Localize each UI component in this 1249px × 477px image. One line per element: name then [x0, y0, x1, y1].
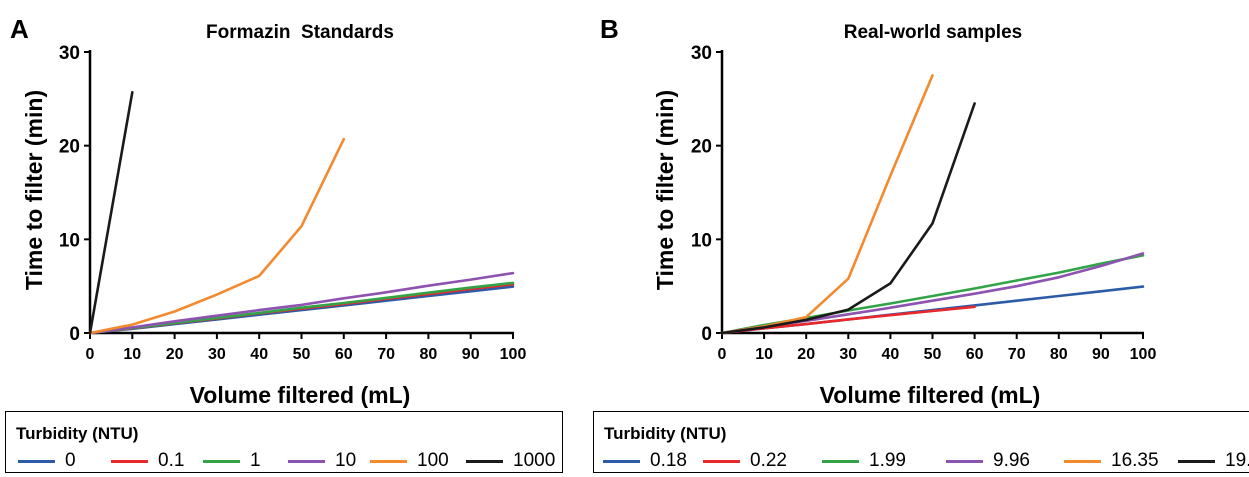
axes-a: 0 10 20 30 40 50 60 70 80 90 100 0 10 20 30 [59, 43, 527, 363]
x-tick-label-b: 30 [839, 346, 857, 363]
x-tick-label-a: 30 [208, 346, 226, 363]
legend-swatch [18, 459, 55, 463]
x-tick-label-a: 60 [335, 346, 353, 363]
legend-swatch [603, 459, 640, 463]
series-group-a [88, 91, 515, 335]
axes-b: 0 10 20 30 40 50 60 70 80 90 100 0 10 20 30 [691, 43, 1157, 363]
legend-swatch [203, 459, 240, 463]
legend-label: 0 [65, 450, 76, 471]
x-tick-label-a: 80 [420, 346, 438, 363]
panel-b: B Real-world samples Time to filter (min… [600, 14, 1156, 408]
series-group-b [720, 74, 1145, 335]
x-tick-label-b: 20 [797, 346, 815, 363]
series-line-a-100 [88, 137, 346, 335]
legend-b: Turbidity (NTU) 0.18 0.22 1.99 9.96 16.35 19.… [593, 411, 1249, 473]
panel-letter-b: B [600, 14, 619, 44]
legend-swatch [1178, 459, 1215, 463]
x-tick-label-b: 40 [882, 346, 900, 363]
legend-label: 1.99 [869, 450, 906, 471]
x-tick-label-b: 80 [1050, 346, 1068, 363]
y-tick-label-a: 10 [59, 230, 80, 251]
legend-item: 0.18 [603, 450, 687, 472]
y-axis-label-a: Time to filter (min) [21, 90, 47, 290]
chart-title-b: Real-world samples [844, 22, 1022, 43]
x-axis-label-b: Volume filtered (mL) [820, 382, 1041, 408]
legend-title-b: Turbidity (NTU) [604, 424, 727, 443]
legend-item: 1000 [466, 450, 555, 472]
panel-letter-a: A [10, 14, 29, 44]
legend-swatch [288, 459, 325, 463]
x-tick-label-a: 100 [500, 346, 527, 363]
legend-item: 19.93 [1178, 450, 1249, 472]
x-tick-label-a: 70 [377, 346, 395, 363]
legend-swatch [111, 459, 148, 463]
legend-item: 16.35 [1064, 450, 1159, 472]
x-tick-label-a: 40 [250, 346, 268, 363]
x-tick-label-a: 10 [123, 346, 141, 363]
y-tick-label-b: 20 [691, 137, 712, 158]
series-line-b-19_93 [720, 102, 976, 335]
chart-title-a: Formazin Standards [206, 22, 394, 43]
legend-item: 9.96 [946, 450, 1030, 472]
x-tick-label-a: 20 [166, 346, 184, 363]
legend-label: 0.22 [750, 450, 787, 471]
legend-swatch [946, 459, 983, 463]
series-line-a-1000 [88, 91, 134, 335]
y-tick-label-a: 0 [69, 324, 80, 345]
y-tick-label-b: 10 [691, 230, 712, 251]
legend-item: 0 [18, 450, 76, 472]
y-tick-label-a: 30 [59, 43, 80, 64]
series-line-b-16_35 [720, 74, 934, 335]
x-tick-label-b: 90 [1092, 346, 1110, 363]
legend-label: 1000 [513, 450, 556, 471]
x-tick-label-b: 70 [1008, 346, 1026, 363]
x-axis-label-a: Volume filtered (mL) [190, 382, 411, 408]
y-tick-label-b: 0 [701, 324, 712, 345]
legend-swatch [703, 459, 740, 463]
legend-swatch [822, 459, 859, 463]
legend-label: 0.18 [650, 450, 687, 471]
panel-a: A Formazin Standards Time to filter (min… [10, 14, 526, 408]
legend-swatch [1064, 459, 1101, 463]
legend-swatch [466, 459, 503, 463]
legend-item: 100 [370, 450, 449, 472]
x-tick-label-b: 50 [924, 346, 942, 363]
legend-label: 10 [335, 450, 357, 471]
legend-label: 9.96 [993, 450, 1030, 471]
legend-item: 10 [288, 450, 356, 472]
x-tick-label-b: 60 [966, 346, 984, 363]
legend-label: 16.35 [1111, 450, 1159, 471]
y-axis-label-b: Time to filter (min) [652, 90, 678, 290]
x-tick-label-b: 10 [755, 346, 773, 363]
x-tick-label-a: 50 [293, 346, 311, 363]
legend-swatch [370, 459, 407, 463]
legend-item: 0.22 [703, 450, 787, 472]
x-tick-label-b: 0 [718, 346, 727, 363]
legend-label: 19.93 [1225, 450, 1249, 471]
y-tick-label-a: 20 [59, 137, 80, 158]
y-tick-label-b: 30 [691, 43, 712, 64]
legend-item: 1.99 [822, 450, 906, 472]
legend-item: 0.1 [111, 450, 184, 472]
legend-label: 1 [250, 450, 261, 471]
legend-a: Turbidity (NTU) 0 0.1 1 10 100 1000 [5, 411, 563, 473]
legend-item: 1 [203, 450, 261, 472]
legend-label: 0.1 [158, 450, 185, 471]
x-tick-label-a: 0 [86, 346, 95, 363]
legend-title-a: Turbidity (NTU) [16, 424, 139, 443]
legend-label: 100 [417, 450, 449, 471]
x-tick-label-b: 100 [1130, 346, 1157, 363]
x-tick-label-a: 90 [462, 346, 480, 363]
series-line-a-10 [88, 271, 515, 335]
